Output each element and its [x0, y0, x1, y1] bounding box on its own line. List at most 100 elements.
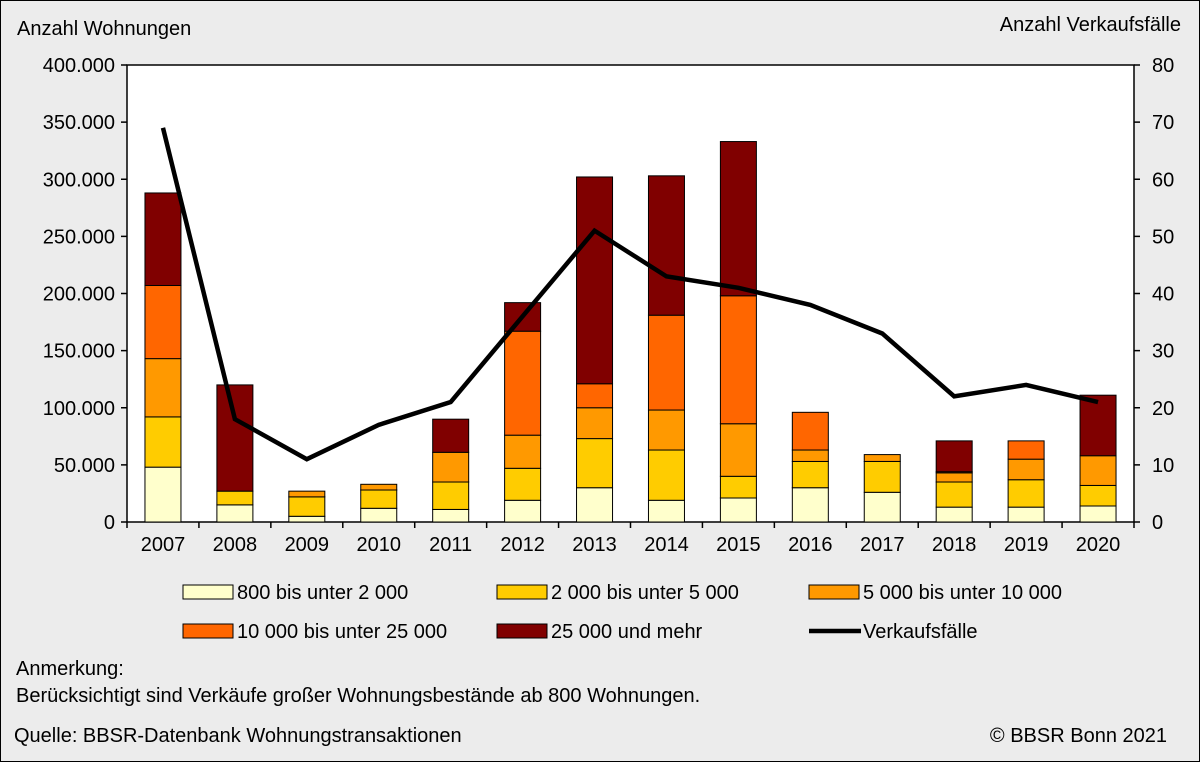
- legend-label: Verkaufsfälle: [863, 621, 978, 643]
- y-left-axis-title: Anzahl Wohnungen: [17, 18, 191, 40]
- y-left-tick-label: 150.000: [43, 341, 115, 363]
- y-right-tick-label: 50: [1152, 226, 1174, 248]
- note-text: Berücksichtigt sind Verkäufe großer Wohn…: [16, 685, 701, 707]
- x-tick-label: 2016: [788, 534, 833, 556]
- x-tick-label: 2019: [1004, 534, 1049, 556]
- y-left-tick-label: 350.000: [43, 112, 115, 134]
- bar-segment: [144, 466, 182, 523]
- bar-segment: [144, 416, 182, 468]
- note-heading: Anmerkung:: [16, 658, 124, 680]
- bar-segment: [719, 295, 757, 425]
- legend-label: 10 000 bis unter 25 000: [237, 621, 447, 643]
- bar-segment: [504, 330, 542, 436]
- y-left-tick-label: 0: [104, 512, 115, 534]
- y-right-tick-label: 60: [1152, 169, 1174, 191]
- x-tick-label: 2007: [141, 534, 186, 556]
- plot-area: [126, 64, 1135, 523]
- bar-segment: [647, 499, 685, 523]
- legend-label: 25 000 und mehr: [551, 621, 703, 643]
- line-verkaufsfaelle: [160, 127, 1099, 462]
- legend-label: 5 000 bis unter 10 000: [863, 582, 1062, 604]
- bar-segment: [576, 487, 614, 523]
- copyright-text: © BBSR Bonn 2021: [989, 725, 1167, 747]
- y-left-tick-label: 400.000: [43, 55, 115, 77]
- bar-segment: [1007, 440, 1045, 460]
- y-left-tick-label: 300.000: [43, 169, 115, 191]
- bar-segment: [647, 449, 685, 501]
- bar-segment: [647, 175, 685, 316]
- bar-segment: [432, 451, 470, 483]
- y-right-tick-label: 70: [1152, 112, 1174, 134]
- bar-segment: [576, 176, 614, 385]
- x-tick-label: 2013: [572, 534, 617, 556]
- bar-segment: [216, 490, 254, 506]
- bar-segment: [216, 384, 254, 492]
- bar-segment: [576, 438, 614, 489]
- x-tick-label: 2009: [285, 534, 330, 556]
- bar-segment: [504, 434, 542, 469]
- y-right-tick-label: 0: [1152, 512, 1163, 534]
- source-text: Quelle: BBSR-Datenbank Wohnungstransakti…: [14, 725, 462, 747]
- legend-label: 800 bis unter 2 000: [237, 582, 408, 604]
- x-tick-label: 2010: [357, 534, 402, 556]
- bar-segment: [935, 440, 973, 473]
- bar-segment: [504, 499, 542, 523]
- x-tick-label: 2015: [716, 534, 761, 556]
- bar-segment: [1079, 484, 1117, 507]
- y-left-tick-label: 100.000: [43, 398, 115, 420]
- bar-segment: [360, 489, 398, 509]
- bar-segment: [1007, 458, 1045, 481]
- bar-segment: [935, 506, 973, 523]
- bar-segment: [791, 460, 829, 489]
- bar-segment: [719, 475, 757, 499]
- bar-segment: [360, 483, 398, 491]
- y-left-tick-label: 200.000: [43, 284, 115, 306]
- bar-segment: [863, 454, 901, 462]
- x-tick-label: 2020: [1076, 534, 1121, 556]
- bar-segment: [719, 141, 757, 297]
- x-tick-label: 2017: [860, 534, 905, 556]
- bar-segment: [791, 449, 829, 462]
- bar-segment: [647, 314, 685, 411]
- bar-segment: [288, 496, 326, 517]
- bar-segment: [504, 467, 542, 501]
- y-right-tick-label: 30: [1152, 341, 1174, 363]
- bar-segment: [144, 192, 182, 287]
- bar-segment: [144, 358, 182, 418]
- x-tick-label: 2012: [500, 534, 545, 556]
- x-tick-label: 2011: [429, 534, 472, 556]
- legend-swatch: [808, 584, 860, 600]
- bar-segment: [1007, 506, 1045, 523]
- bar-segment: [935, 472, 973, 483]
- y-right-tick-label: 40: [1152, 284, 1174, 306]
- bar-segment: [719, 497, 757, 523]
- bar-segment: [1079, 455, 1117, 486]
- bar-segment: [432, 508, 470, 523]
- bar-segment: [935, 481, 973, 508]
- bar-segment: [863, 460, 901, 493]
- bar-segment: [288, 515, 326, 523]
- legend-label: 2 000 bis unter 5 000: [551, 582, 739, 604]
- bar-segment: [791, 411, 829, 451]
- bar-segment: [432, 418, 470, 453]
- y-right-axis-title: Anzahl Verkaufsfälle: [1000, 14, 1181, 36]
- legend-swatch: [182, 584, 234, 600]
- legend-swatch: [182, 623, 234, 639]
- bar-segment: [1007, 479, 1045, 508]
- bar-segment: [1079, 394, 1117, 457]
- x-tick-label: 2008: [213, 534, 258, 556]
- y-left-tick-label: 250.000: [43, 226, 115, 248]
- y-left-tick-label: 50.000: [54, 455, 115, 477]
- legend-swatch: [496, 584, 548, 600]
- bar-segment: [863, 491, 901, 523]
- x-tick-label: 2014: [644, 534, 689, 556]
- y-right-tick-label: 10: [1152, 455, 1174, 477]
- bar-segment: [216, 504, 254, 523]
- legend-swatch: [496, 623, 548, 639]
- bar-segment: [288, 490, 326, 498]
- bar-segment: [791, 487, 829, 523]
- bar-segment: [576, 383, 614, 409]
- bar-segment: [719, 423, 757, 477]
